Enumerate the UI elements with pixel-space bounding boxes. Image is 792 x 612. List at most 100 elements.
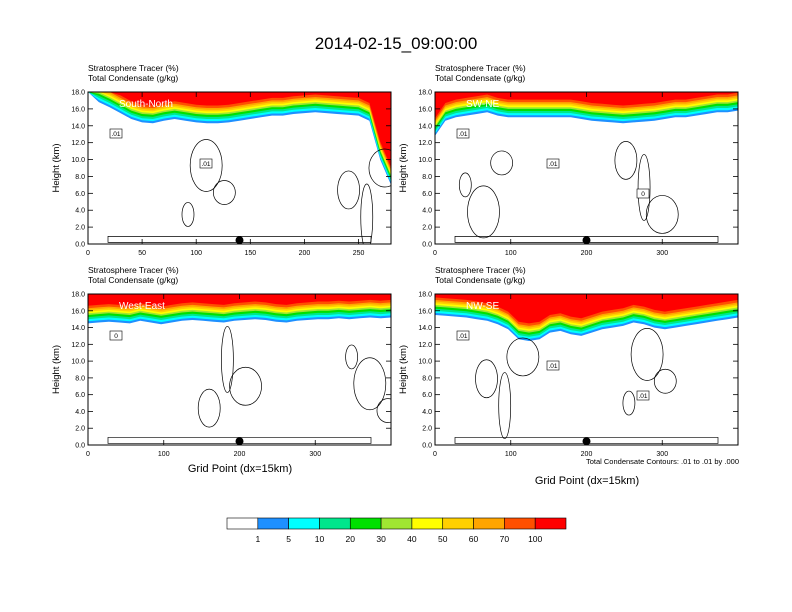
x-tick-label: 300: [309, 451, 321, 458]
condensate-contours: [107, 326, 391, 444]
y-tick-label: 4.0: [75, 208, 85, 215]
y-tick-label: 2.0: [422, 426, 432, 433]
contour-label: .01: [111, 131, 120, 138]
y-tick-label: 18.0: [71, 292, 85, 299]
condensate-contours: [454, 141, 719, 243]
y-tick-label: 18.0: [418, 90, 432, 97]
low-contour: [454, 437, 719, 444]
x-tick-label: 200: [581, 250, 593, 257]
y-tick-label: 8.0: [422, 375, 432, 382]
y-tick-label: 16.0: [418, 106, 432, 113]
x-tick-label: 200: [234, 451, 246, 458]
contour-note: Total Condensate Contours: .01 to .01 by…: [586, 457, 739, 466]
x-tick-label: 0: [86, 250, 90, 257]
location-marker: [235, 236, 244, 245]
y-tick-label: 2.0: [422, 225, 432, 232]
y-tick-label: 0.0: [422, 242, 432, 249]
contour-cell: [360, 183, 374, 244]
y-tick-label: 10.0: [71, 157, 85, 164]
panel-title: NW-SE: [466, 301, 499, 312]
contour-cell: [475, 359, 498, 399]
y-tick-label: 12.0: [418, 140, 432, 147]
colorbar-label: 50: [438, 534, 448, 544]
y-tick-label: 0.0: [422, 443, 432, 450]
contour-cell: [376, 398, 391, 423]
contour-label-box: [199, 158, 213, 169]
contour-label: 0: [114, 333, 118, 340]
contour-label-box: [546, 158, 560, 169]
contour-cell: [506, 337, 540, 377]
panel-header-condensate: Total Condensate (g/kg): [435, 275, 525, 285]
x-tick-label: 250: [353, 250, 365, 257]
x-axis-label-left: Grid Point (dx=15km): [188, 463, 292, 475]
y-axis-label: Height (km): [51, 345, 62, 394]
y-tick-label: 10.0: [418, 359, 432, 366]
colorbar-label: 30: [376, 534, 386, 544]
y-tick-label: 14.0: [71, 325, 85, 332]
contour-label: .01: [201, 161, 210, 168]
colorbar-swatch: [504, 517, 536, 530]
y-tick-label: 2.0: [75, 225, 85, 232]
contour-label: .01: [548, 161, 557, 168]
panel-header-tracer: Stratosphere Tracer (%): [435, 265, 526, 275]
panel-header-tracer: Stratosphere Tracer (%): [88, 265, 179, 275]
contour-label-box: [546, 360, 560, 371]
y-tick-label: 12.0: [71, 140, 85, 147]
panels-group: Stratosphere Tracer (%)Total Condensate …: [51, 63, 739, 458]
y-tick-label: 4.0: [422, 208, 432, 215]
x-tick-label: 0: [433, 250, 437, 257]
colorbar-swatch: [380, 517, 413, 530]
y-tick-label: 16.0: [71, 106, 85, 113]
contour-cell: [353, 357, 387, 411]
contour-cell: [345, 344, 358, 370]
y-tick-label: 0.0: [75, 443, 85, 450]
panel-header-condensate: Total Condensate (g/kg): [88, 73, 178, 83]
y-tick-label: 6.0: [422, 392, 432, 399]
colorbar-swatch: [349, 517, 382, 530]
panel-frame: [87, 91, 392, 245]
y-tick-label: 0.0: [75, 242, 85, 249]
x-tick-label: 100: [158, 451, 170, 458]
contour-label: .01: [458, 131, 467, 138]
colorbar-label: 20: [346, 534, 356, 544]
colorbar-swatch: [319, 517, 351, 530]
colorbar-label: 100: [528, 534, 542, 544]
colorbar-label: 1: [255, 534, 260, 544]
y-tick-label: 2.0: [75, 426, 85, 433]
tracer-band-8: [88, 92, 391, 170]
colorbar-label: 10: [315, 534, 325, 544]
y-tick-label: 4.0: [422, 409, 432, 416]
y-tick-label: 8.0: [422, 174, 432, 181]
contour-cell: [221, 326, 234, 393]
colorbar: 1 5 10 20 30 40 50 60 70 100: [226, 517, 567, 544]
contour-label-box: [636, 188, 650, 199]
contour-cell: [467, 185, 500, 239]
panel-title: South-North: [119, 99, 173, 110]
y-tick-label: 4.0: [75, 409, 85, 416]
tracer-field: [435, 92, 738, 136]
y-tick-label: 10.0: [418, 157, 432, 164]
contour-cell: [614, 141, 638, 180]
low-contour: [107, 236, 372, 243]
y-tick-label: 6.0: [75, 392, 85, 399]
colorbar-swatch: [442, 517, 474, 530]
condensate-contours: [454, 328, 719, 444]
panel-header-condensate: Total Condensate (g/kg): [435, 73, 525, 83]
x-tick-label: 300: [656, 451, 668, 458]
tracer-field: [435, 294, 738, 341]
colorbar-swatch: [257, 517, 289, 530]
y-tick-label: 8.0: [75, 375, 85, 382]
x-tick-label: 0: [86, 451, 90, 458]
contour-cell: [368, 148, 391, 188]
panel-0: Stratosphere Tracer (%)Total Condensate …: [51, 63, 392, 257]
panel-3: Stratosphere Tracer (%)Total Condensate …: [398, 265, 739, 458]
colorbar-label: 40: [407, 534, 417, 544]
contour-cell: [622, 390, 636, 416]
panel-header-condensate: Total Condensate (g/kg): [88, 275, 178, 285]
y-tick-label: 12.0: [71, 342, 85, 349]
contour-cell: [458, 172, 472, 198]
condensate-contours: [107, 139, 391, 244]
panel-1: Stratosphere Tracer (%)Total Condensate …: [398, 63, 739, 257]
x-tick-label: 200: [581, 451, 593, 458]
contour-label: .01: [548, 363, 557, 370]
